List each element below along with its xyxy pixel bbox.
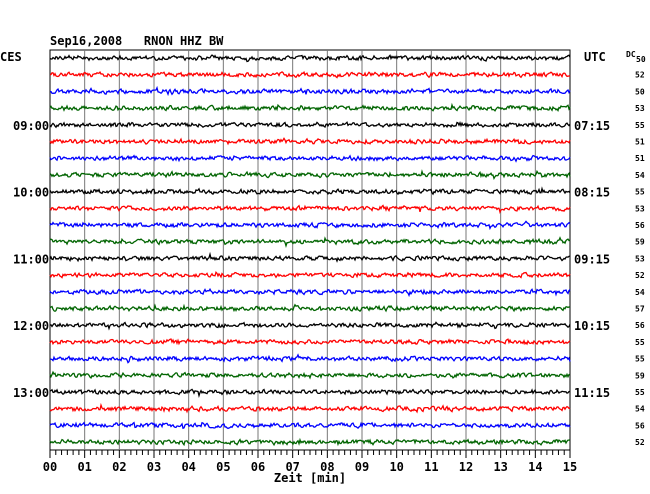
trace-line: [49, 169, 571, 181]
trace-line: [49, 321, 571, 331]
chart-title: Sep16,2008 RNON HHZ BW: [50, 34, 224, 48]
trace-line: [49, 421, 571, 430]
left-hour-label: 09:00: [13, 119, 49, 133]
dc-value: 54: [635, 288, 645, 297]
dc-value: 55: [635, 388, 645, 397]
dc-value: 55: [635, 355, 645, 364]
trace-line: [49, 186, 571, 196]
dc-value: 55: [635, 121, 645, 130]
trace-line: [49, 204, 571, 214]
x-tick-label: 11: [424, 460, 438, 474]
dc-value: 56: [635, 221, 645, 230]
trace-line: [49, 287, 571, 298]
dc-value: 57: [635, 305, 645, 314]
dc-value: 50: [636, 55, 646, 64]
x-tick-label: 00: [43, 460, 57, 474]
right-hour-label: 07:15: [574, 119, 610, 133]
trace-line: [49, 251, 571, 263]
right-axis-label: UTC: [584, 50, 606, 64]
dc-value: 53: [635, 104, 645, 113]
dc-value: 53: [635, 204, 645, 213]
x-tick-label: 07: [285, 460, 299, 474]
left-hour-label: 10:00: [13, 186, 49, 200]
x-tick-label: 04: [181, 460, 195, 474]
right-hour-label: 10:15: [574, 319, 610, 333]
dc-value: 50: [635, 87, 645, 96]
trace-line: [49, 338, 571, 346]
dc-label: DC: [626, 50, 636, 59]
trace-line: [49, 271, 571, 279]
trace-line: [49, 402, 571, 414]
trace-line: [49, 303, 571, 313]
dc-value: 52: [635, 438, 645, 447]
dc-value: 59: [635, 238, 645, 247]
dc-value: 55: [635, 338, 645, 347]
right-hour-label: 08:15: [574, 186, 610, 200]
dc-value: 56: [635, 321, 645, 330]
trace-line: [49, 437, 571, 447]
trace-line: [49, 70, 571, 79]
dc-values: 50 52 50 53 55 51 51 54 55 53 56 59 53 52 54 57 56 55 55 59…: [635, 55, 646, 447]
x-tick-label: 12: [459, 460, 473, 474]
trace-line: [49, 85, 571, 97]
dc-value: 59: [635, 371, 645, 380]
left-hour-label: 13:00: [13, 386, 49, 400]
trace-line: [49, 388, 571, 398]
trace-line: [49, 102, 571, 112]
hour-labels: 09:00 10:00 11:00 12:00 13:00 07:15 08:15 09:15…: [13, 119, 610, 400]
x-tick-label: 03: [147, 460, 161, 474]
labels: Sep16,2008 RNON HHZ BW CES UTC DC Zeit […: [0, 34, 636, 485]
dc-value: 53: [635, 254, 645, 263]
left-hour-label: 12:00: [13, 319, 49, 333]
x-tick-label: 14: [528, 460, 542, 474]
trace-line: [49, 137, 571, 146]
dc-value: 54: [635, 171, 645, 180]
trace-line: [49, 236, 571, 249]
trace-line: [50, 353, 571, 364]
x-tick-labels: 00 01 02 03 04 05 06 07 08 09 10 11 12 13 14 15: [43, 460, 577, 474]
grid: [49, 49, 571, 458]
dc-value: 51: [635, 154, 645, 163]
dc-value: 52: [635, 271, 645, 280]
left-hour-label: 11:00: [13, 252, 49, 266]
right-hour-label: 09:15: [574, 252, 610, 266]
trace-line: [49, 370, 571, 380]
x-tick-label: 13: [493, 460, 507, 474]
right-hour-label: 11:15: [574, 386, 610, 400]
x-tick-label: 09: [355, 460, 369, 474]
traces: [49, 54, 571, 447]
x-tick-label: 06: [251, 460, 265, 474]
dc-value: 56: [635, 421, 645, 430]
trace-line: [49, 121, 571, 129]
dc-value: 52: [635, 71, 645, 80]
dc-value: 54: [635, 405, 645, 414]
dc-value: 55: [635, 188, 645, 197]
x-tick-label: 10: [389, 460, 403, 474]
x-tick-label: 05: [216, 460, 230, 474]
left-axis-label: CES: [0, 50, 22, 64]
x-tick-label: 15: [563, 460, 577, 474]
x-axis-label: Zeit [min]: [274, 471, 346, 485]
trace-line: [49, 154, 571, 163]
x-tick-label: 02: [112, 460, 126, 474]
trace-line: [49, 220, 571, 231]
x-tick-label: 01: [77, 460, 91, 474]
x-tick-label: 08: [320, 460, 334, 474]
dc-value: 51: [635, 138, 645, 147]
trace-line: [49, 54, 571, 63]
